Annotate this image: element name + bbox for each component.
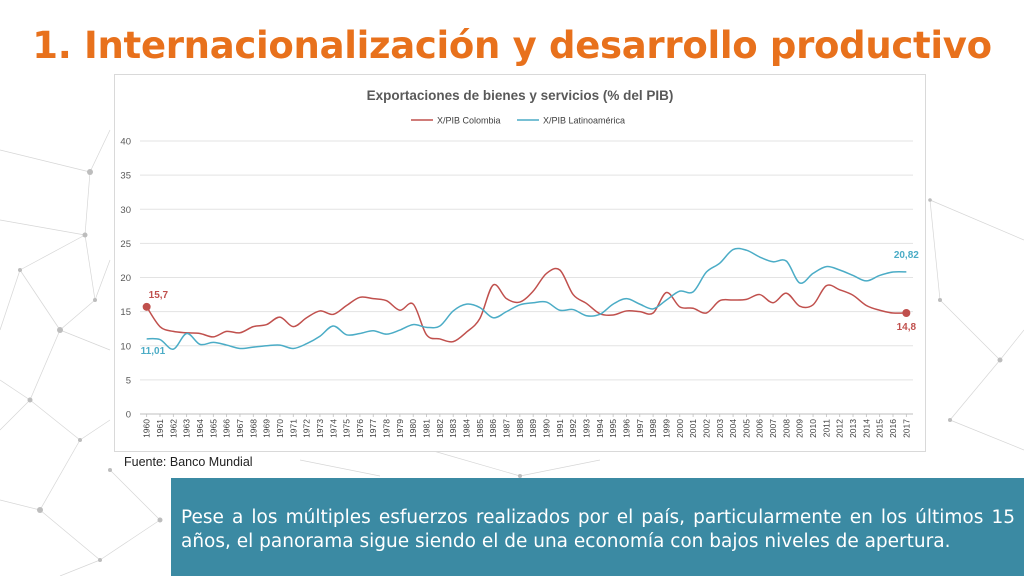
x-tick-label: 1999 [661,419,671,438]
chart-title: Exportaciones de bienes y servicios (% d… [367,88,674,103]
x-tick-label: 1961 [155,419,165,438]
x-tick-label: 1987 [502,419,512,438]
x-tick-label: 2003 [715,419,725,438]
x-tick-label: 1995 [608,419,618,438]
x-tick-label: 1997 [635,419,645,438]
x-tick-label: 1971 [288,419,298,438]
series-line-colombia [146,267,907,343]
x-tick-label: 1991 [555,419,565,438]
data-label-latam: 20,82 [894,250,919,261]
data-marker-colombia [902,308,911,317]
x-tick-label: 2004 [728,419,738,438]
x-tick-label: 1962 [168,419,178,438]
y-tick-label: 0 [126,410,131,421]
x-tick-label: 2015 [875,419,885,438]
x-tick-label: 1965 [208,419,218,438]
x-tick-label: 1964 [195,419,205,438]
y-tick-label: 15 [120,307,131,318]
x-tick-label: 1984 [462,419,472,438]
legend-label-latam: X/PIB Latinoamérica [543,116,625,126]
note-box: Pese a los múltiples esfuerzos realizado… [171,478,1024,576]
source-caption: Fuente: Banco Mundial [124,455,253,469]
x-tick-label: 1986 [488,419,498,438]
y-tick-label: 30 [120,205,131,216]
x-tick-label: 2008 [781,419,791,438]
x-tick-label: 1969 [262,419,272,438]
y-tick-label: 35 [120,171,131,182]
x-tick-label: 1994 [595,419,605,438]
x-tick-label: 1973 [315,419,325,438]
note-text: Pese a los múltiples esfuerzos realizado… [181,507,1015,552]
x-tick-label: 1970 [275,419,285,438]
x-tick-label: 1968 [248,419,258,438]
x-tick-label: 1989 [528,419,538,438]
y-tick-label: 20 [120,273,131,284]
data-label-colombia: 14,8 [897,322,917,333]
y-tick-label: 5 [126,375,131,386]
x-tick-label: 2011 [821,419,831,438]
series-line-latam [146,247,907,350]
x-tick-label: 1978 [382,419,392,438]
x-tick-label: 1972 [302,419,312,438]
x-tick-label: 2010 [808,419,818,438]
x-tick-label: 1976 [355,419,365,438]
x-tick-label: 1980 [408,419,418,438]
x-tick-label: 1960 [142,419,152,438]
x-tick-label: 1982 [435,419,445,438]
x-tick-label: 2014 [861,419,871,438]
x-tick-label: 1992 [568,419,578,438]
x-tick-label: 1988 [515,419,525,438]
slide-title: 1. Internacionalización y desarrollo pro… [32,24,992,67]
x-tick-label: 1990 [541,419,551,438]
x-tick-label: 1974 [328,419,338,438]
x-tick-label: 1998 [648,419,658,438]
line-chart: Exportaciones de bienes y servicios (% d… [120,88,919,438]
chart-container: Exportaciones de bienes y servicios (% d… [114,74,926,452]
x-tick-label: 2000 [675,419,685,438]
x-tick-label: 1993 [581,419,591,438]
x-tick-label: 1963 [182,419,192,438]
x-tick-label: 1979 [395,419,405,438]
x-tick-label: 2012 [835,419,845,438]
x-tick-label: 2006 [755,419,765,438]
y-tick-label: 40 [120,137,131,148]
x-tick-label: 1975 [342,419,352,438]
x-tick-label: 2001 [688,419,698,438]
x-tick-label: 2017 [901,419,911,438]
x-tick-label: 1985 [475,419,485,438]
x-tick-label: 2016 [888,419,898,438]
chart-legend: X/PIB Colombia X/PIB Latinoamérica [411,116,625,126]
x-tick-label: 1967 [235,419,245,438]
x-tick-label: 2013 [848,419,858,438]
x-tick-label: 1966 [222,419,232,438]
legend-label-colombia: X/PIB Colombia [437,116,501,126]
x-tick-label: 2005 [741,419,751,438]
data-label-colombia: 15,7 [149,290,169,301]
x-tick-label: 2009 [795,419,805,438]
x-tick-label: 1996 [621,419,631,438]
x-tick-label: 1977 [368,419,378,438]
x-tick-label: 2002 [701,419,711,438]
x-tick-label: 1981 [422,419,432,438]
y-tick-label: 25 [120,239,131,250]
x-tick-label: 2007 [768,419,778,438]
data-label-latam: 11,01 [141,346,166,357]
data-marker-colombia [142,302,151,311]
y-tick-label: 10 [120,341,131,352]
x-tick-label: 1983 [448,419,458,438]
